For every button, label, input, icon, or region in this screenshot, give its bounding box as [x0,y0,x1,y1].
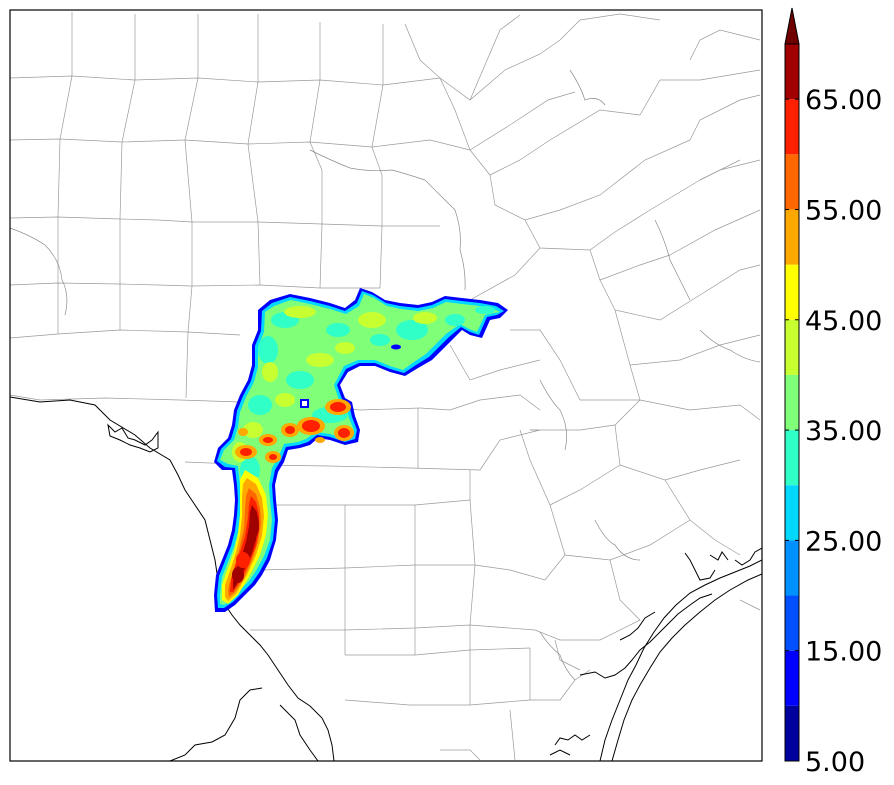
colorbar-segment [785,264,799,320]
colorbar-tick-label: 5.00 [805,747,865,778]
reflectivity-patches-40 [232,306,437,462]
colorbar-tick-label: 45.00 [805,306,882,337]
colorbar-ticks: 5.00 15.00 25.00 35.00 45.00 55.00 65.00 [785,85,882,778]
reflectivity-contour-35 [220,294,500,605]
reflectivity-line-south [222,470,268,604]
colorbar-tick-label: 35.00 [805,416,882,447]
colorbar-segment [785,99,799,155]
map-background [10,10,762,761]
colorbar-tick-label: 65.00 [805,85,882,116]
colorbar-segment [785,154,799,210]
colorbar-segment [785,319,799,375]
colorbar-segment [785,540,799,596]
river-boundaries [10,69,761,681]
colorbar-segment [785,485,799,541]
map-panel [9,9,763,762]
colorbar-extend-arrow [784,7,800,45]
colorbar-segment [785,430,799,486]
colorbar-segments [785,44,799,761]
colorbar-segment [785,44,799,100]
map-border [9,9,763,762]
colorbar-tick-label: 25.00 [805,526,882,557]
colorbar-tick-label: 15.00 [805,637,882,668]
colorbar-outline [784,43,800,762]
colorbar-segment [785,374,799,431]
colorbar-segment [785,650,799,706]
colorbar: 5.00 15.00 25.00 35.00 45.00 55.00 65.00 [784,7,882,778]
coast-and-border-lines [10,396,762,761]
colorbar-segment [785,209,799,265]
reflectivity-field [214,288,508,612]
colorbar-tick-label: 55.00 [805,195,882,226]
colorbar-segment [785,705,799,761]
reflectivity-cells-north [235,399,354,463]
colorbar-segment [785,595,799,651]
reflectivity-hole-2 [391,344,401,350]
